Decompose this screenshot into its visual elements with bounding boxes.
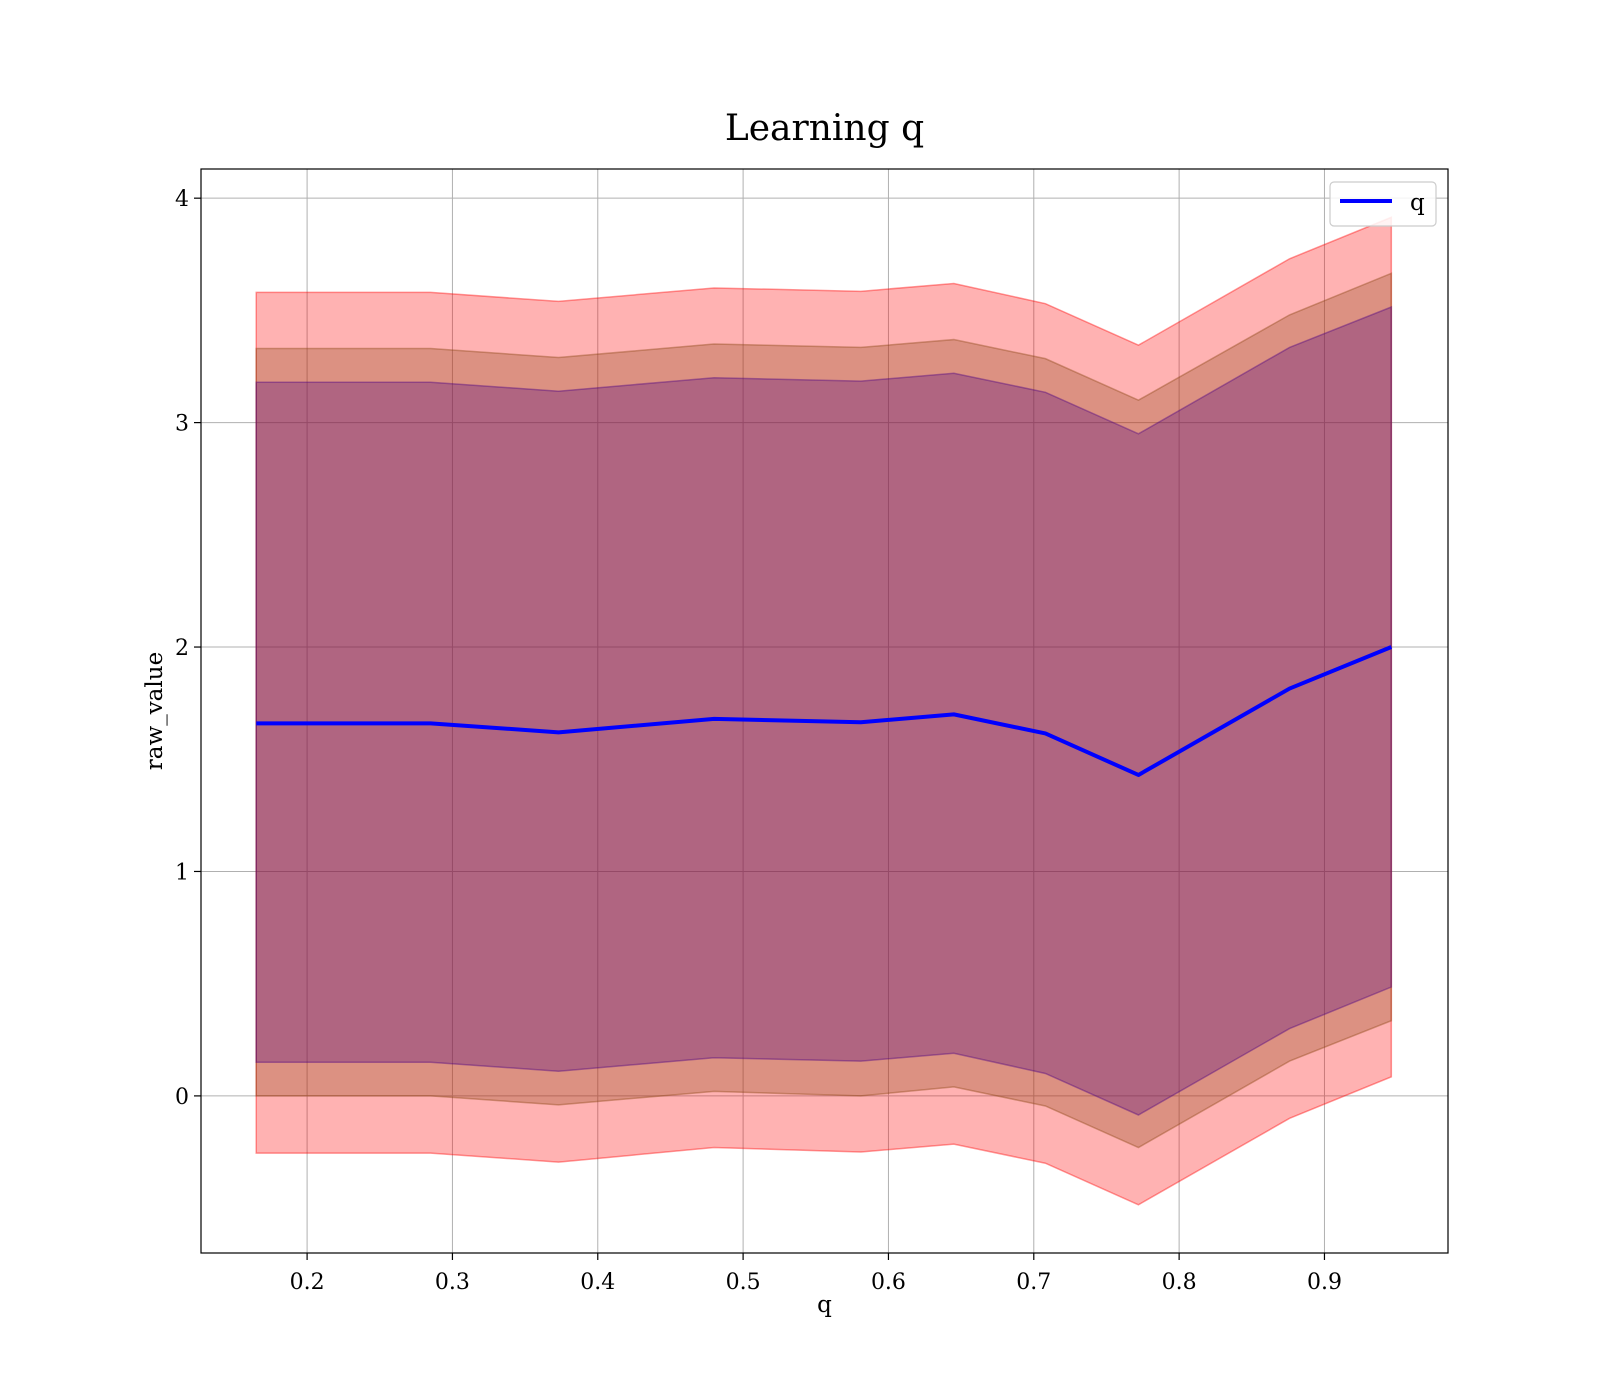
confidence-band-3: [255, 305, 1393, 1116]
plot-frame: [200, 168, 1449, 1254]
axis-ticks: 0.2 0.3 0.4 0.5 0.6 0.7 0.8 0.9 0 1 2 3 4: [175, 187, 1342, 1295]
y-tick-label: 4: [175, 187, 189, 212]
y-axis-label: raw_value: [142, 652, 168, 770]
confidence-band-2: [255, 272, 1393, 1149]
legend-label-q: q: [1410, 190, 1425, 216]
legend-box: [1329, 181, 1437, 227]
x-tick-label: 0.7: [1016, 1270, 1051, 1295]
confidence-band-1: [255, 216, 1393, 1206]
x-tick-label: 0.4: [580, 1270, 615, 1295]
y-tick-label: 3: [175, 412, 189, 437]
y-tick-label: 2: [175, 636, 189, 661]
series-line-q: [256, 645, 1393, 777]
x-axis-label: q: [817, 1292, 832, 1318]
chart-title: Learning q: [725, 108, 924, 149]
y-tick-label: 1: [175, 860, 189, 885]
series-lines: [256, 645, 1393, 777]
x-tick-label: 0.9: [1307, 1270, 1342, 1295]
legend: q: [1329, 181, 1437, 227]
y-tick-label: 0: [175, 1085, 189, 1110]
x-tick-label: 0.5: [726, 1270, 761, 1295]
confidence-bands: [255, 216, 1393, 1206]
x-tick-label: 0.2: [290, 1270, 325, 1295]
x-tick-label: 0.3: [435, 1270, 470, 1295]
x-tick-label: 0.8: [1162, 1270, 1197, 1295]
grid: [201, 169, 1448, 1253]
x-tick-label: 0.6: [871, 1270, 906, 1295]
